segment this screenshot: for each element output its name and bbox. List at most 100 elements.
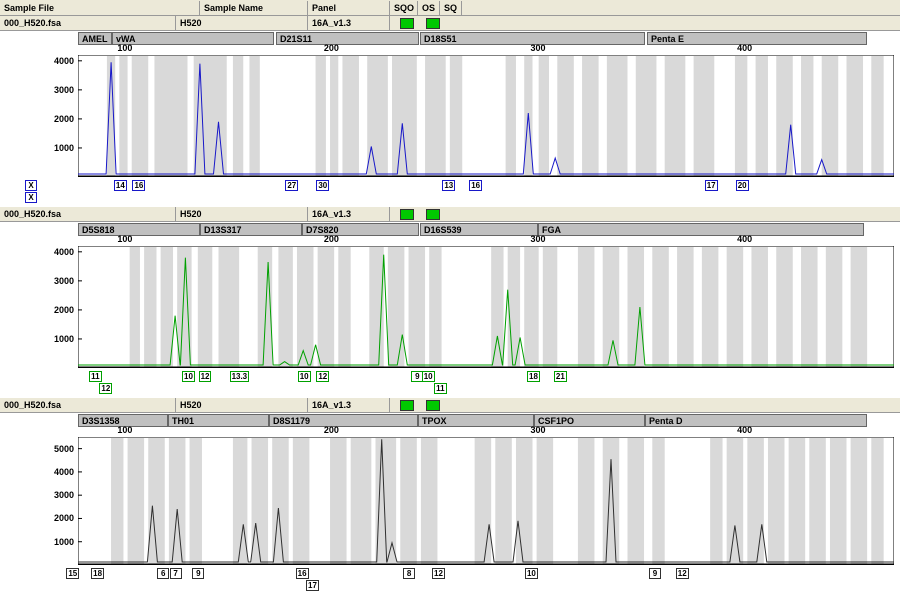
y-axis-tick-label: 4000 xyxy=(44,467,74,477)
locus-label[interactable]: TH01 xyxy=(168,414,269,427)
allele-call[interactable]: 9 xyxy=(649,568,661,579)
locus-label[interactable]: FGA xyxy=(538,223,864,236)
y-axis-tick-label: 2000 xyxy=(44,305,74,315)
col-sqo: SQO xyxy=(390,1,418,15)
sample-info-row: 000_H520.fsaH52016A_v1.3 xyxy=(0,16,900,31)
status-indicator-icon xyxy=(426,209,440,220)
col-os: OS xyxy=(418,1,440,15)
allele-call[interactable]: 16 xyxy=(469,180,482,191)
sample-panel: 16A_v1.3 xyxy=(308,398,390,412)
allele-call[interactable]: 12 xyxy=(99,383,112,394)
allele-call[interactable]: 30 xyxy=(316,180,329,191)
col-panel: Panel xyxy=(308,1,390,15)
locus-label[interactable]: D8S1179 xyxy=(269,414,418,427)
sample-file: 000_H520.fsa xyxy=(0,207,176,221)
status-indicator-icon xyxy=(400,209,414,220)
allele-call[interactable]: 11 xyxy=(89,371,101,382)
y-axis-tick-label: 1000 xyxy=(44,334,74,344)
y-axis-tick-label: 4000 xyxy=(44,247,74,257)
x-axis-tick-label: 200 xyxy=(324,425,339,435)
status-indicator-icon xyxy=(400,18,414,29)
electropherogram-chart[interactable]: 10020030040010002000300040005000 xyxy=(0,427,900,567)
allele-call[interactable]: 6 xyxy=(157,568,169,579)
allele-call[interactable]: 13.3 xyxy=(230,371,250,382)
x-axis-tick-label: 100 xyxy=(117,425,132,435)
allele-call[interactable]: 15 xyxy=(66,568,79,579)
locus-header-row: D3S1358TH01D8S1179TPOXCSF1POPenta D xyxy=(0,413,900,427)
sample-file: 000_H520.fsa xyxy=(0,16,176,30)
trace-svg xyxy=(78,246,894,368)
locus-label[interactable]: TPOX xyxy=(418,414,534,427)
locus-label[interactable]: Penta E xyxy=(647,32,867,45)
locus-label[interactable]: D21S11 xyxy=(276,32,419,45)
allele-call[interactable]: 12 xyxy=(432,568,445,579)
x-axis-tick-label: 200 xyxy=(324,43,339,53)
y-axis-tick-label: 1000 xyxy=(44,143,74,153)
allele-call[interactable]: 10 xyxy=(298,371,311,382)
sample-panel: 16A_v1.3 xyxy=(308,16,390,30)
locus-header-row: D5S818D13S317D7S820D16S539FGA xyxy=(0,222,900,236)
x-axis-tick-label: 200 xyxy=(324,234,339,244)
sample-file: 000_H520.fsa xyxy=(0,398,176,412)
allele-call-row: XX 14 16 27 30 13 16 17 20 xyxy=(0,179,900,203)
allele-call[interactable]: 10 xyxy=(525,568,538,579)
locus-label[interactable]: D5S818 xyxy=(78,223,200,236)
electropherogram-chart[interactable]: 1002003004001000200030004000 xyxy=(0,236,900,370)
allele-call[interactable]: 18 xyxy=(91,568,104,579)
y-axis-tick-label: 4000 xyxy=(44,56,74,66)
y-axis-tick-label: 2000 xyxy=(44,114,74,124)
electropherogram-chart[interactable]: 1002003004001000200030004000 xyxy=(0,45,900,179)
y-axis-tick-label: 3000 xyxy=(44,276,74,286)
locus-label[interactable]: CSF1PO xyxy=(534,414,645,427)
allele-call[interactable]: 10 xyxy=(182,371,195,382)
allele-call[interactable]: 14 xyxy=(114,180,127,191)
allele-call[interactable]: 9 xyxy=(192,568,204,579)
y-axis-tick-label: 5000 xyxy=(44,444,74,454)
allele-call[interactable]: 12 xyxy=(199,371,212,382)
allele-call[interactable]: 8 xyxy=(403,568,415,579)
allele-call[interactable]: 20 xyxy=(736,180,749,191)
sample-info-row: 000_H520.fsaH52016A_v1.3 xyxy=(0,207,900,222)
allele-call[interactable]: 10 xyxy=(422,371,435,382)
trace-svg xyxy=(78,437,894,565)
column-header-row: Sample File Sample Name Panel SQO OS SQ xyxy=(0,0,900,16)
sample-panel: 16A_v1.3 xyxy=(308,207,390,221)
y-axis-tick-label: 1000 xyxy=(44,537,74,547)
locus-label[interactable]: Penta D xyxy=(645,414,867,427)
locus-label[interactable]: D13S317 xyxy=(200,223,302,236)
allele-call[interactable]: 12 xyxy=(316,371,329,382)
status-indicator-icon xyxy=(426,400,440,411)
electropherogram-panels: 000_H520.fsaH52016A_v1.3AMELvWAD21S11D18… xyxy=(0,16,900,595)
x-axis-tick-label: 100 xyxy=(117,43,132,53)
x-axis-tick-label: 300 xyxy=(530,43,545,53)
locus-header-row: AMELvWAD21S11D18S51Penta E xyxy=(0,31,900,45)
col-sq: SQ xyxy=(440,1,462,15)
allele-call[interactable]: 7 xyxy=(170,568,182,579)
allele-call[interactable]: 16 xyxy=(132,180,145,191)
allele-call[interactable]: X xyxy=(25,192,37,203)
allele-call[interactable]: 11 xyxy=(434,383,446,394)
allele-call[interactable]: 17 xyxy=(705,180,718,191)
x-axis-tick-label: 400 xyxy=(737,234,752,244)
locus-label[interactable]: D7S820 xyxy=(302,223,419,236)
allele-call[interactable]: 17 xyxy=(306,580,319,591)
x-axis-tick-label: 100 xyxy=(117,234,132,244)
locus-label[interactable]: vWA xyxy=(112,32,274,45)
allele-call[interactable]: 13 xyxy=(442,180,455,191)
col-sample-file: Sample File xyxy=(0,1,200,15)
sample-name: H520 xyxy=(176,398,308,412)
locus-label[interactable]: D16S539 xyxy=(420,223,538,236)
allele-call-row: 1112101213.31012910111821 xyxy=(0,370,900,394)
status-indicator-icon xyxy=(426,18,440,29)
allele-call[interactable]: 16 xyxy=(296,568,309,579)
allele-call[interactable]: 18 xyxy=(527,371,540,382)
sample-name: H520 xyxy=(176,16,308,30)
trace-svg xyxy=(78,55,894,177)
allele-call[interactable]: 27 xyxy=(285,180,298,191)
x-axis-tick-label: 300 xyxy=(530,425,545,435)
allele-call[interactable]: X xyxy=(25,180,37,191)
x-axis-tick-label: 400 xyxy=(737,425,752,435)
locus-label[interactable]: AMEL xyxy=(78,32,112,45)
allele-call[interactable]: 12 xyxy=(676,568,689,579)
allele-call[interactable]: 21 xyxy=(554,371,567,382)
